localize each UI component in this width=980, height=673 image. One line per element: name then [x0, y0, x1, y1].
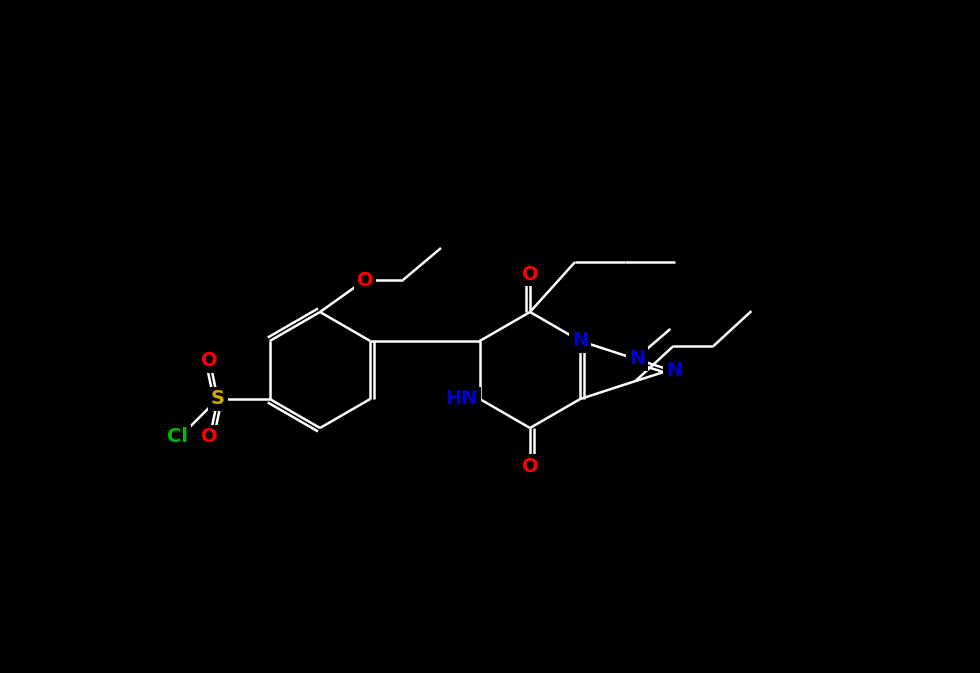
Text: O: O [521, 264, 538, 283]
Text: N: N [629, 349, 646, 368]
Text: O: O [521, 456, 538, 476]
Text: O: O [357, 271, 373, 289]
Text: S: S [211, 390, 224, 409]
Text: O: O [202, 427, 219, 446]
Text: N: N [572, 332, 588, 351]
Text: N: N [666, 361, 682, 380]
Text: O: O [202, 351, 219, 371]
Text: Cl: Cl [168, 427, 188, 446]
Text: HN: HN [445, 390, 478, 409]
